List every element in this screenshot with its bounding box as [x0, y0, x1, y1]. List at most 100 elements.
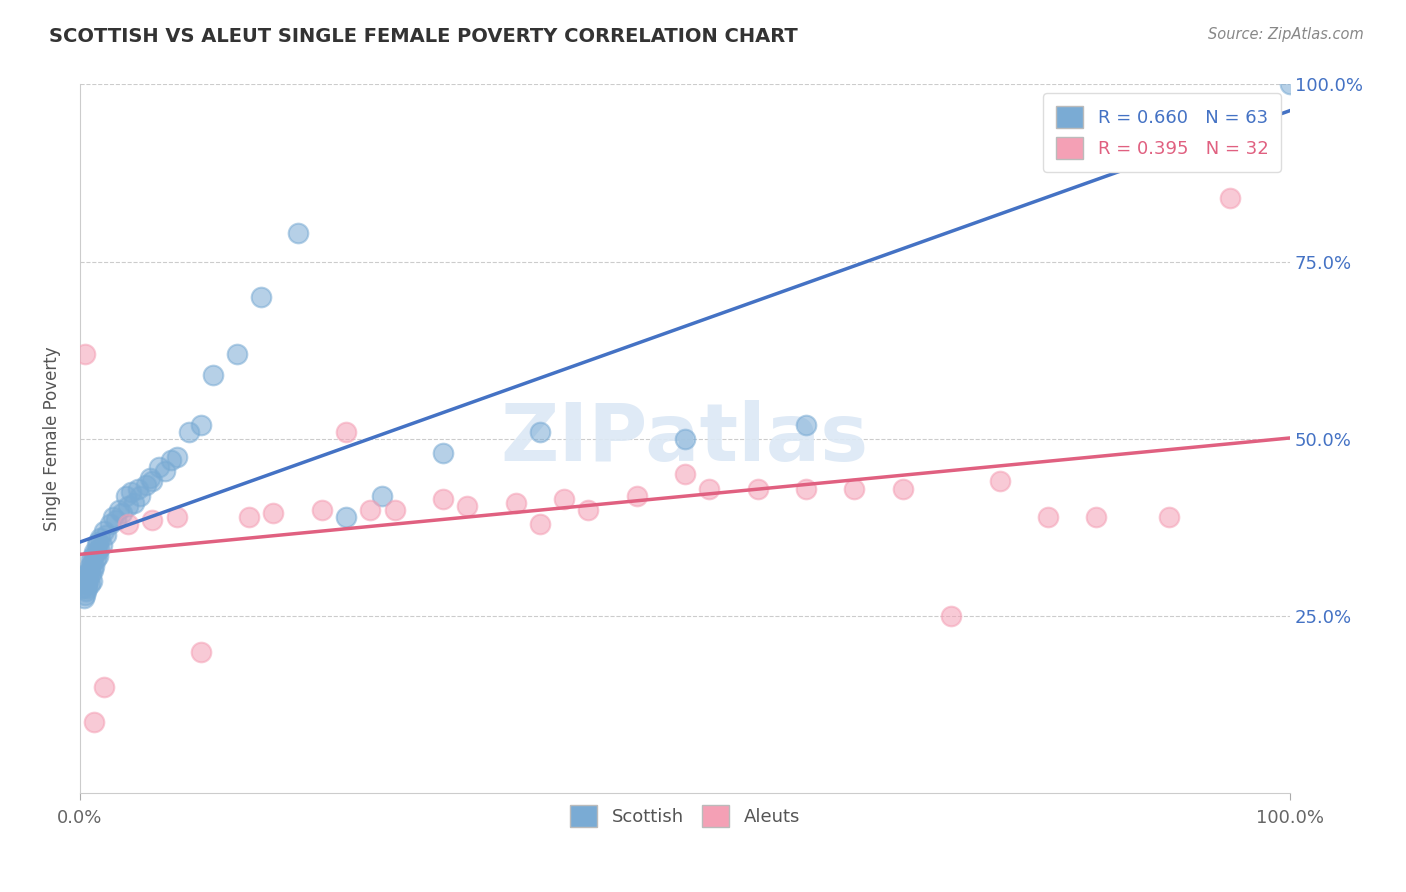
- Point: [794, 482, 817, 496]
- Point: [80, 566, 103, 581]
- Point: [80, 552, 103, 566]
- Point: [76, 581, 98, 595]
- Point: [115, 489, 138, 503]
- Point: [238, 509, 260, 524]
- Point: [697, 482, 720, 496]
- Point: [120, 485, 142, 500]
- Point: [190, 644, 212, 658]
- Point: [794, 417, 817, 432]
- Point: [117, 500, 139, 514]
- Point: [82, 563, 104, 577]
- Point: [141, 475, 163, 489]
- Point: [77, 570, 100, 584]
- Point: [86, 538, 108, 552]
- Point: [83, 545, 105, 559]
- Point: [73, 574, 96, 588]
- Point: [456, 500, 478, 514]
- Point: [83, 715, 105, 730]
- Point: [77, 574, 100, 588]
- Point: [93, 524, 115, 538]
- Point: [1085, 509, 1108, 524]
- Legend: Scottish, Aleuts: Scottish, Aleuts: [562, 797, 807, 834]
- Point: [82, 549, 104, 563]
- Point: [335, 425, 357, 439]
- Point: [93, 680, 115, 694]
- Point: [84, 552, 107, 566]
- Point: [201, 368, 224, 383]
- Point: [80, 556, 103, 570]
- Point: [72, 591, 94, 606]
- Point: [101, 509, 124, 524]
- Point: [529, 425, 551, 439]
- Point: [263, 506, 285, 520]
- Point: [988, 475, 1011, 489]
- Point: [432, 446, 454, 460]
- Point: [673, 432, 696, 446]
- Point: [107, 503, 129, 517]
- Point: [432, 492, 454, 507]
- Point: [1279, 78, 1302, 92]
- Point: [177, 425, 200, 439]
- Point: [83, 559, 105, 574]
- Point: [673, 467, 696, 482]
- Point: [75, 584, 97, 599]
- Point: [98, 516, 121, 531]
- Point: [335, 509, 357, 524]
- Point: [89, 541, 111, 556]
- Point: [166, 450, 188, 464]
- Point: [311, 503, 333, 517]
- Point: [89, 531, 111, 545]
- Point: [626, 489, 648, 503]
- Point: [250, 290, 273, 304]
- Point: [141, 513, 163, 527]
- Point: [111, 506, 134, 520]
- Point: [90, 538, 112, 552]
- Point: [117, 516, 139, 531]
- Point: [75, 566, 97, 581]
- Point: [129, 489, 152, 503]
- Point: [79, 577, 101, 591]
- Point: [139, 471, 162, 485]
- Point: [166, 509, 188, 524]
- Point: [226, 347, 249, 361]
- Point: [127, 482, 149, 496]
- Point: [87, 534, 110, 549]
- Point: [153, 464, 176, 478]
- Point: [1036, 509, 1059, 524]
- Point: [72, 581, 94, 595]
- Text: SCOTTISH VS ALEUT SINGLE FEMALE POVERTY CORRELATION CHART: SCOTTISH VS ALEUT SINGLE FEMALE POVERTY …: [49, 27, 799, 45]
- Y-axis label: Single Female Poverty: Single Female Poverty: [44, 347, 60, 532]
- Point: [79, 563, 101, 577]
- Point: [371, 489, 394, 503]
- Point: [76, 577, 98, 591]
- Point: [941, 609, 963, 624]
- Point: [891, 482, 914, 496]
- Point: [384, 503, 406, 517]
- Point: [1157, 509, 1180, 524]
- Text: Source: ZipAtlas.com: Source: ZipAtlas.com: [1208, 27, 1364, 42]
- Point: [576, 503, 599, 517]
- Point: [80, 574, 103, 588]
- Point: [529, 516, 551, 531]
- Point: [1218, 191, 1240, 205]
- Point: [79, 559, 101, 574]
- Point: [87, 549, 110, 563]
- Point: [359, 503, 381, 517]
- Point: [287, 227, 309, 241]
- Point: [124, 496, 146, 510]
- Point: [86, 545, 108, 559]
- Point: [96, 527, 118, 541]
- Point: [553, 492, 575, 507]
- Point: [73, 588, 96, 602]
- Point: [135, 478, 157, 492]
- Point: [747, 482, 769, 496]
- Point: [1133, 105, 1156, 120]
- Point: [159, 453, 181, 467]
- Text: ZIPatlas: ZIPatlas: [501, 400, 869, 478]
- Point: [72, 570, 94, 584]
- Point: [105, 513, 128, 527]
- Point: [73, 347, 96, 361]
- Point: [844, 482, 866, 496]
- Point: [190, 417, 212, 432]
- Point: [505, 496, 527, 510]
